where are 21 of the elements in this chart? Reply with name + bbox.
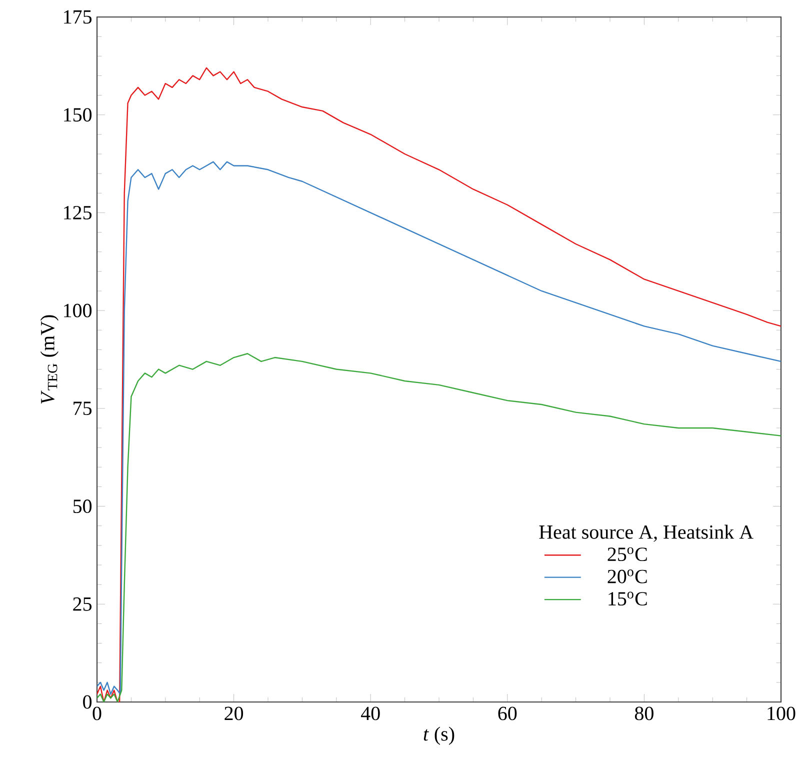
- x-tick-label: 0: [92, 706, 102, 720]
- y-tick-label: 25: [73, 597, 92, 611]
- y-tick-label: 100: [64, 304, 92, 318]
- x-axis-title: t (s): [424, 726, 454, 745]
- y-axis-title: V$_{TEG}$ (mV): [40, 315, 58, 404]
- line-series: [97, 353, 782, 702]
- y-tick-label: 175: [64, 10, 92, 24]
- x-tick-label: 100: [768, 706, 796, 720]
- y-tick-label: 0: [83, 695, 92, 709]
- x-tick-label: 60: [498, 706, 517, 720]
- x-tick-label: 80: [634, 706, 654, 720]
- x-tick-label: 20: [224, 706, 244, 720]
- legend-label: 15$^{o}$C: [608, 592, 647, 606]
- y-tick-label: 150: [64, 108, 92, 122]
- legend-label: 20$^{o}$C: [608, 570, 647, 584]
- legend-label: 25$^{o}$C: [608, 547, 647, 562]
- y-tick-label: 75: [74, 402, 92, 416]
- legend-title: Heat source A, Heatsink A: [539, 524, 754, 542]
- x-tick-label: 40: [361, 706, 380, 720]
- y-tick-label: 125: [64, 206, 92, 220]
- y-tick-label: 50: [73, 500, 92, 514]
